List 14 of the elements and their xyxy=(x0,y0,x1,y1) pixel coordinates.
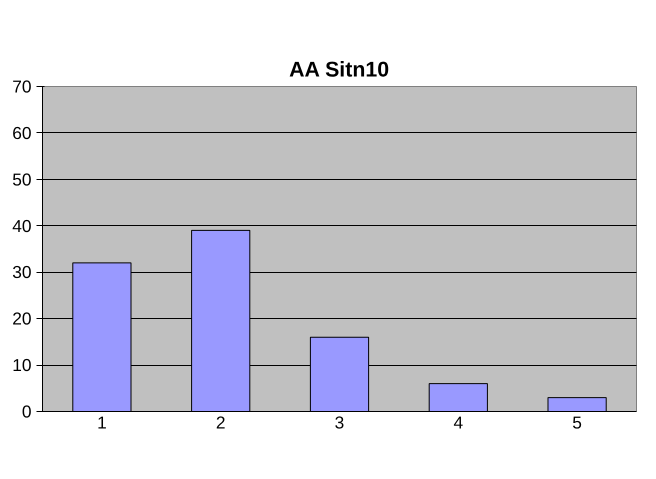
x-tick-label: 4 xyxy=(453,412,464,432)
x-tick-label: 1 xyxy=(97,412,107,432)
x-tick-label: 5 xyxy=(572,412,582,432)
y-tick-label: 30 xyxy=(12,262,32,282)
y-tick-label: 20 xyxy=(12,308,32,329)
x-tick-label: 3 xyxy=(334,412,344,432)
y-tick-label: 60 xyxy=(12,122,32,143)
y-tick-label: 0 xyxy=(22,402,32,422)
y-tick-label: 10 xyxy=(12,355,32,376)
chart-title: AA Sitn10 xyxy=(289,58,390,82)
y-tick-label: 40 xyxy=(12,216,32,236)
y-tick-label: 70 xyxy=(12,76,32,96)
y-tick-label: 50 xyxy=(12,169,32,190)
x-tick-label: 2 xyxy=(216,412,226,432)
